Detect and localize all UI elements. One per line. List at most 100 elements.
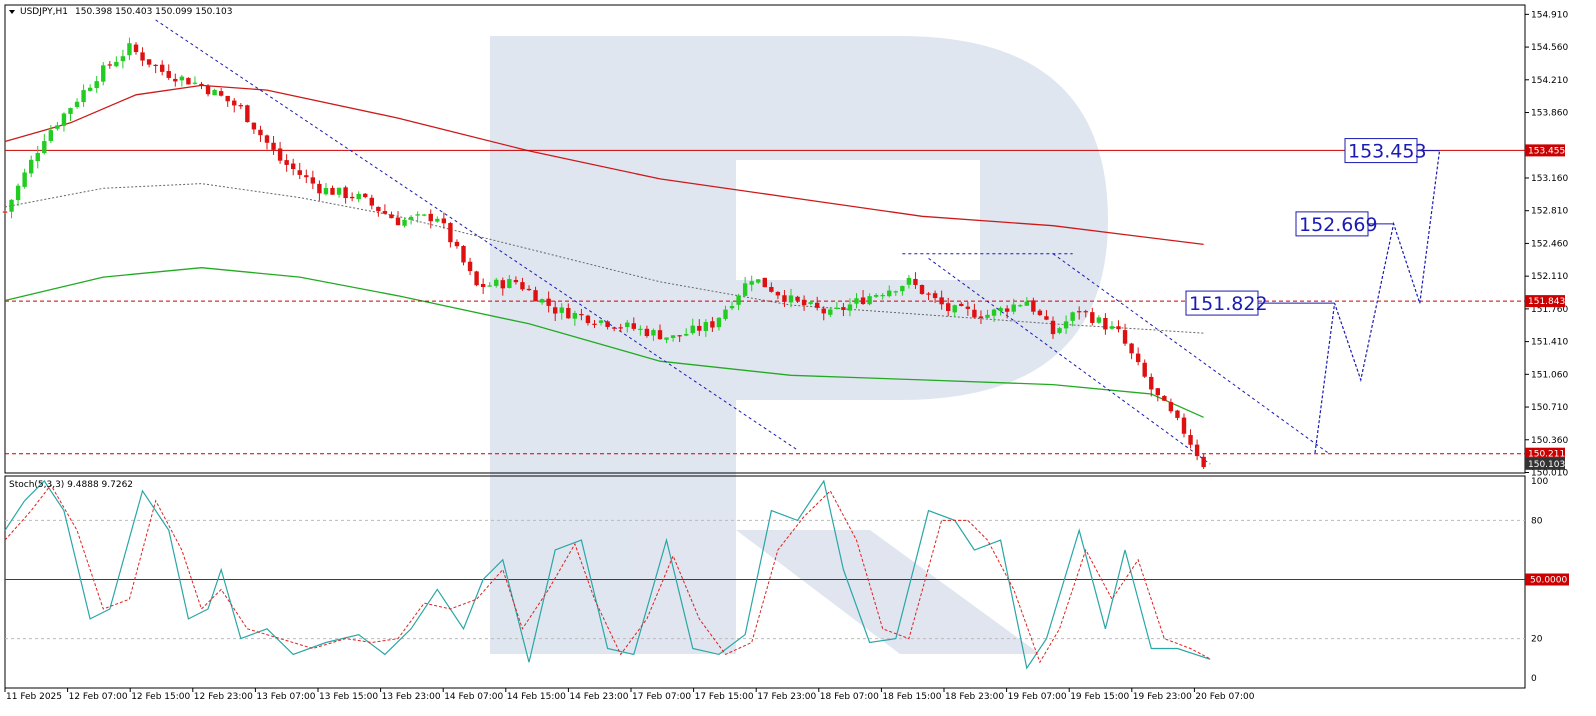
- bearish-candle: [801, 299, 807, 306]
- price-tick-label: 151.060: [1531, 370, 1568, 380]
- time-tick-label: 12 Feb 23:00: [194, 692, 253, 702]
- brand-watermark-logo: [490, 36, 1108, 654]
- bearish-candle: [146, 59, 152, 65]
- bearish-candle: [140, 52, 145, 61]
- bearish-candle: [480, 284, 486, 288]
- bearish-candle: [205, 85, 211, 95]
- bullish-candle: [684, 333, 689, 336]
- price-tick-label: 151.410: [1531, 338, 1568, 348]
- time-tick-label: 13 Feb 23:00: [382, 692, 441, 702]
- bearish-candle: [166, 71, 171, 78]
- bullish-candle: [952, 305, 957, 313]
- bearish-candle: [860, 297, 866, 305]
- price-tag-box: [1525, 457, 1565, 470]
- bullish-candle: [716, 317, 722, 328]
- bearish-candle: [238, 105, 243, 107]
- bullish-candle: [808, 302, 813, 304]
- stoch-50-tag: 50.0000: [1530, 576, 1567, 586]
- bearish-candle: [1188, 434, 1193, 445]
- bearish-candle: [349, 196, 355, 199]
- price-tag-box: [1525, 447, 1565, 460]
- bullish-candle: [179, 76, 185, 81]
- bullish-candle: [703, 322, 709, 331]
- bearish-candle: [317, 183, 322, 194]
- bearish-candle: [821, 308, 826, 314]
- bearish-candle: [1129, 343, 1134, 354]
- bearish-candle: [775, 291, 781, 296]
- bearish-candle: [579, 314, 584, 316]
- bearish-candle: [369, 197, 374, 206]
- bearish-candle: [513, 279, 519, 283]
- bearish-candle: [461, 246, 466, 263]
- bullish-candle: [651, 330, 656, 336]
- bearish-candle: [1050, 320, 1056, 335]
- bearish-candle: [395, 217, 401, 226]
- bearish-candle: [566, 307, 571, 319]
- bearish-candle: [1103, 318, 1108, 330]
- bearish-candle: [186, 77, 191, 85]
- bearish-candle: [611, 327, 617, 329]
- bullish-candle: [1057, 328, 1062, 333]
- price-tick-label: 150.010: [1531, 469, 1568, 479]
- price-axis: 154.910 154.560 154.210 153.860 153.160 152.8…: [1525, 10, 1568, 479]
- bullish-candle: [742, 283, 748, 296]
- bullish-candle: [900, 286, 905, 292]
- price-tick-label: 152.810: [1531, 207, 1568, 217]
- time-tick-label: 13 Feb 15:00: [319, 692, 378, 702]
- bearish-candle: [441, 218, 447, 224]
- bearish-candle: [474, 271, 479, 286]
- bullish-candle: [212, 89, 217, 96]
- bearish-candle: [232, 100, 237, 106]
- bullish-candle: [120, 56, 126, 62]
- bullish-candle: [22, 172, 27, 187]
- bearish-candle: [631, 323, 636, 329]
- price-tag-box: [1525, 144, 1565, 157]
- bullish-candle: [670, 335, 676, 338]
- bearish-candle: [1149, 376, 1154, 390]
- time-tick-label: 19 Feb 23:00: [1133, 692, 1192, 702]
- bullish-candle: [422, 214, 427, 216]
- price-tag-label: 150.211: [1528, 450, 1565, 460]
- price-tick-label: 150.710: [1531, 403, 1568, 413]
- bearish-candle: [1083, 311, 1088, 313]
- forecast-label-t3: 153.453: [1348, 141, 1427, 163]
- bullish-candle: [664, 337, 669, 340]
- bullish-candle: [114, 61, 119, 67]
- bullish-candle: [61, 113, 67, 126]
- bearish-candle: [644, 328, 650, 337]
- trend-line: [928, 257, 1211, 465]
- horizontal-levels: [5, 149, 1525, 455]
- bearish-candle: [972, 309, 977, 318]
- bearish-candle: [284, 160, 289, 165]
- bullish-candle: [625, 322, 630, 328]
- bearish-candle: [592, 323, 597, 325]
- bearish-candle: [310, 177, 316, 184]
- bearish-candle: [1116, 326, 1121, 330]
- bearish-candle: [1181, 417, 1187, 434]
- bearish-candle: [1122, 330, 1128, 344]
- bullish-candle: [880, 295, 885, 297]
- bullish-candle: [572, 313, 578, 319]
- bearish-candle: [526, 288, 532, 291]
- bearish-candle: [815, 302, 820, 308]
- bearish-candle: [133, 44, 139, 53]
- bearish-candle: [919, 284, 925, 294]
- bearish-candle: [913, 278, 918, 285]
- bearish-candle: [1155, 388, 1160, 396]
- bearish-candle: [271, 142, 276, 150]
- time-tick-label: 14 Feb 07:00: [444, 692, 503, 702]
- bullish-candle: [598, 320, 604, 323]
- dropdown-triangle-icon[interactable]: [9, 10, 15, 14]
- bearish-candle: [225, 95, 230, 102]
- bullish-candle: [42, 141, 47, 154]
- bearish-candle: [939, 297, 944, 305]
- bullish-candle: [723, 309, 728, 319]
- bullish-candle: [323, 188, 329, 195]
- bearish-candle: [389, 214, 394, 219]
- bearish-candle: [173, 78, 178, 82]
- bullish-candle: [788, 295, 794, 303]
- bullish-candle: [893, 291, 898, 293]
- bearish-candle: [782, 295, 787, 302]
- bullish-candle: [87, 87, 93, 91]
- bearish-candle: [1031, 300, 1036, 312]
